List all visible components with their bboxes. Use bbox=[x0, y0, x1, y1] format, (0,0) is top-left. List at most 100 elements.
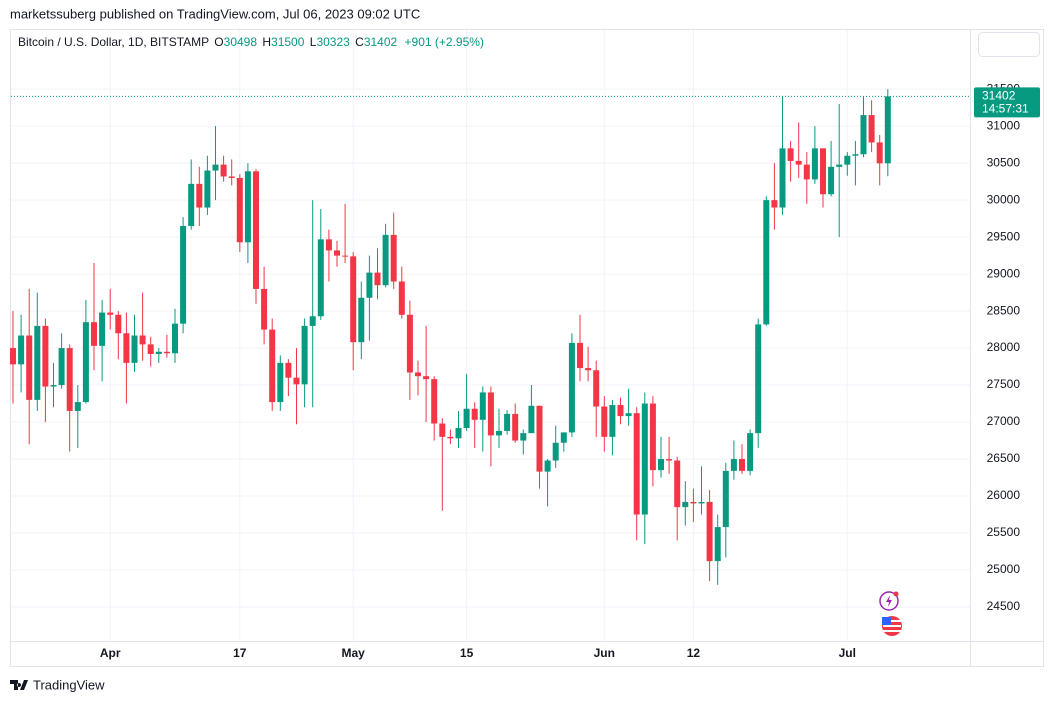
candle-body bbox=[431, 379, 438, 424]
candle-body bbox=[577, 342, 583, 369]
ohlc-label: L bbox=[310, 35, 317, 49]
ohlc-value: 30323 bbox=[316, 35, 350, 49]
candle-body bbox=[803, 164, 810, 180]
candle-body bbox=[139, 335, 146, 345]
candle-body bbox=[34, 325, 41, 400]
candle-body bbox=[50, 385, 57, 387]
candle-body bbox=[585, 368, 592, 371]
candle-body bbox=[42, 325, 49, 387]
y-tick-label: 27000 bbox=[987, 414, 1021, 428]
candle-body bbox=[560, 432, 567, 443]
x-tick-label: 12 bbox=[687, 646, 701, 660]
event-dot bbox=[893, 591, 899, 597]
candle-body bbox=[82, 322, 89, 403]
candle-body bbox=[698, 501, 705, 504]
candle-body bbox=[593, 370, 600, 407]
x-tick-label: Jun bbox=[594, 646, 615, 660]
candle-body bbox=[147, 344, 154, 354]
candle-body bbox=[220, 164, 227, 177]
candle-body bbox=[552, 442, 559, 461]
candle-body bbox=[172, 323, 178, 354]
candle-body bbox=[277, 362, 284, 403]
candle-body bbox=[107, 312, 114, 315]
candle-body bbox=[131, 335, 138, 363]
y-tick-label: 27500 bbox=[987, 377, 1021, 391]
candle-body bbox=[739, 459, 745, 471]
candle-body bbox=[568, 342, 575, 433]
footer-text: TradingView bbox=[33, 677, 105, 692]
candle-body bbox=[334, 250, 340, 256]
candle-body bbox=[674, 460, 681, 508]
candle-body bbox=[261, 288, 268, 330]
toolbar-box[interactable] bbox=[978, 32, 1040, 57]
candle-body bbox=[439, 423, 446, 437]
candle-body bbox=[236, 177, 243, 243]
candle-body bbox=[666, 459, 673, 461]
ohlc-value: 31402 bbox=[364, 35, 398, 49]
candle-body bbox=[544, 460, 551, 472]
candle-body bbox=[690, 501, 697, 504]
candle-body bbox=[325, 239, 332, 251]
candle-body bbox=[26, 335, 33, 400]
candle-body bbox=[828, 166, 835, 195]
candle-body bbox=[350, 256, 357, 343]
candle-body bbox=[876, 142, 883, 164]
flag-canton bbox=[882, 617, 891, 625]
ohlc-value: 31500 bbox=[271, 35, 305, 49]
candle-body bbox=[374, 272, 381, 286]
flag-stripe bbox=[883, 620, 901, 622]
y-tick-label: 31000 bbox=[987, 118, 1021, 132]
candle-body bbox=[528, 405, 535, 434]
last-price-label: 31402 bbox=[982, 89, 1016, 103]
candle-body bbox=[447, 436, 454, 439]
candle-body bbox=[115, 314, 122, 334]
event-icons[interactable] bbox=[879, 591, 902, 637]
candle-body bbox=[706, 501, 713, 562]
candle-body bbox=[820, 148, 826, 195]
candle-body bbox=[398, 281, 405, 315]
candle-body bbox=[747, 433, 754, 471]
y-tick-label: 28500 bbox=[987, 303, 1021, 317]
candle-body bbox=[779, 148, 786, 208]
candle-body bbox=[658, 459, 664, 471]
candle-body bbox=[415, 372, 421, 377]
y-tick-label: 29500 bbox=[987, 229, 1021, 243]
ohlc-label: H bbox=[262, 35, 271, 49]
candle-body bbox=[244, 171, 251, 243]
candle-body bbox=[301, 325, 308, 385]
x-tick-label: May bbox=[342, 646, 366, 660]
candle-body bbox=[342, 255, 349, 257]
candle-body bbox=[155, 351, 162, 354]
candle-body bbox=[228, 176, 235, 178]
header: marketssuberg published on TradingView.c… bbox=[10, 6, 420, 21]
candle-body bbox=[609, 405, 616, 437]
candle-body bbox=[196, 183, 203, 208]
candle-body bbox=[382, 234, 389, 286]
candle-body bbox=[601, 406, 608, 437]
candle-body bbox=[471, 408, 478, 420]
x-tick-label: 17 bbox=[233, 646, 247, 660]
candle-body bbox=[479, 392, 486, 420]
ohlc-label: O bbox=[214, 35, 223, 49]
candle-body bbox=[212, 164, 219, 171]
candle-body bbox=[463, 408, 470, 428]
candle-body bbox=[868, 115, 875, 143]
ohlc-label: C bbox=[355, 35, 364, 49]
y-tick-label: 24500 bbox=[987, 599, 1021, 613]
candle-body bbox=[860, 115, 867, 155]
candle-body bbox=[617, 405, 624, 417]
candle-body bbox=[74, 402, 81, 411]
ohlc-value: 30498 bbox=[224, 35, 258, 49]
candle-body bbox=[99, 312, 106, 346]
candle-body bbox=[253, 171, 259, 289]
footer-logo[interactable]: TradingView bbox=[10, 677, 105, 692]
y-tick-label: 29000 bbox=[987, 266, 1021, 280]
candle-body bbox=[91, 322, 97, 346]
candle-body bbox=[487, 392, 494, 436]
candle-body bbox=[682, 501, 689, 508]
candle-body bbox=[390, 234, 397, 282]
candle-body bbox=[755, 324, 762, 434]
candle-body bbox=[293, 377, 300, 385]
candle-body bbox=[504, 413, 511, 431]
